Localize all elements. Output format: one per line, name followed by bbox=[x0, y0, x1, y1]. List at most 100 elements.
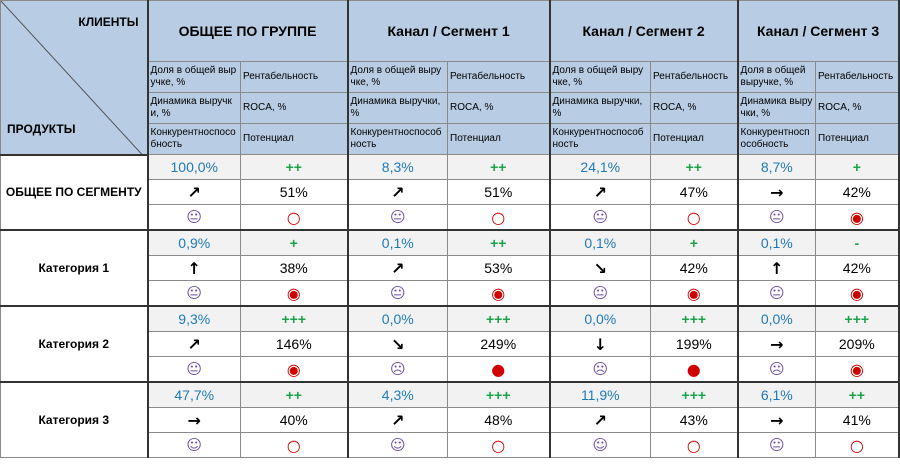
value-cell: ○ bbox=[239, 204, 349, 231]
value-cell: ● bbox=[447, 356, 551, 383]
value-cell: 47% bbox=[650, 179, 739, 205]
value-cell: ◉ bbox=[650, 280, 739, 307]
value-cell: ◉ bbox=[447, 280, 551, 307]
value-cell: +++ bbox=[239, 305, 349, 332]
subheader-cell: Потенциал bbox=[650, 123, 739, 155]
body-row: Категория 2 9,3% +++ 0,0% +++ 0,0% +++ 0,0% +++ bbox=[0, 305, 900, 383]
value-cell: ☹ bbox=[737, 356, 817, 383]
value-cell: 8,3% bbox=[347, 154, 449, 180]
value-cell: → bbox=[737, 331, 817, 357]
subheader-cell: Потенциал bbox=[239, 123, 349, 155]
value-cell: ↘ bbox=[549, 255, 652, 281]
body-row: Категория 3 47,7% ++ 4,3% +++ 11,9% +++ 6,1% ++ bbox=[0, 381, 900, 458]
column-header: Канал / Сегмент 3 bbox=[737, 0, 900, 62]
value-cell: ↗ bbox=[347, 407, 449, 433]
subheader-cell: ROCA, % bbox=[650, 92, 739, 124]
subheader-cell: Доля в общей выручке, % bbox=[347, 61, 449, 93]
body-row: ОБЩЕЕ ПО СЕГМЕНТУ 100,0% ++ 8,3% ++ 24,1% ++ 8,… bbox=[0, 154, 900, 231]
value-cell: ↗ bbox=[147, 179, 241, 205]
value-cell: ++ bbox=[815, 381, 900, 408]
subheader-cell: Динамика выручки, % bbox=[147, 92, 241, 124]
value-cell: 😐 bbox=[147, 356, 241, 383]
value-cell: 0,1% bbox=[549, 229, 652, 256]
value-cell: → bbox=[737, 179, 817, 205]
subheader-cell: ROCA, % bbox=[447, 92, 551, 124]
value-cell: ☹ bbox=[549, 356, 652, 383]
value-cell: 53% bbox=[447, 255, 551, 281]
subheader-cell: Конкурентноспособность bbox=[147, 123, 241, 155]
subheader-cell: Потенциал bbox=[447, 123, 551, 155]
value-cell: ○ bbox=[815, 432, 900, 458]
group-label: Категория 1 bbox=[0, 229, 149, 307]
value-cell: +++ bbox=[650, 305, 739, 332]
value-cell: 199% bbox=[650, 331, 739, 357]
value-cell: 😐 bbox=[737, 204, 817, 231]
value-cell: ○ bbox=[650, 204, 739, 231]
value-cell: ● bbox=[650, 356, 739, 383]
value-cell: ☺ bbox=[549, 432, 652, 458]
value-cell: ◉ bbox=[239, 356, 349, 383]
subheader-cell: Доля в общей выручке, % bbox=[549, 61, 652, 93]
value-cell: 😐 bbox=[737, 432, 817, 458]
value-cell: ◉ bbox=[239, 280, 349, 307]
subheader-cell: Рентабельность bbox=[447, 61, 551, 93]
value-cell: ++ bbox=[239, 381, 349, 408]
subheader-cell: ROCA, % bbox=[239, 92, 349, 124]
body-row: ↑ 38% ↗ 53% ↘ 42% ↑ 42% bbox=[1, 255, 900, 281]
value-cell: ◉ bbox=[815, 356, 900, 383]
value-cell: + bbox=[650, 229, 739, 256]
value-cell: ++ bbox=[239, 154, 349, 180]
value-cell: - bbox=[815, 229, 900, 256]
value-cell: 24,1% bbox=[549, 154, 652, 180]
value-cell: 11,9% bbox=[549, 381, 652, 408]
value-cell: + bbox=[239, 229, 349, 256]
corner-cell: КЛИЕНТЫ ПРОДУКТЫ bbox=[0, 0, 149, 156]
column-header: Канал / Сегмент 2 bbox=[549, 0, 739, 62]
value-cell: ↗ bbox=[347, 179, 449, 205]
value-cell: ☺ bbox=[347, 432, 449, 458]
value-cell: 38% bbox=[239, 255, 349, 281]
value-cell: ○ bbox=[447, 204, 551, 231]
clients-label: КЛИЕНТЫ bbox=[78, 15, 139, 29]
value-cell: 51% bbox=[239, 179, 349, 205]
value-cell: +++ bbox=[815, 305, 900, 332]
value-cell: 146% bbox=[239, 331, 349, 357]
value-cell: ◉ bbox=[815, 204, 900, 231]
subheader-cell: ROCA, % bbox=[815, 92, 900, 124]
value-cell: ○ bbox=[650, 432, 739, 458]
value-cell: ↗ bbox=[549, 179, 652, 205]
subheader-cell: Потенциал bbox=[815, 123, 900, 155]
subheader-cell: Конкурентноспособность bbox=[347, 123, 449, 155]
value-cell: 42% bbox=[650, 255, 739, 281]
value-cell: 40% bbox=[239, 407, 349, 433]
value-cell: 249% bbox=[447, 331, 551, 357]
subheader-cell: Динамика выручки, % bbox=[549, 92, 652, 124]
value-cell: 42% bbox=[815, 255, 900, 281]
value-cell: 0,9% bbox=[147, 229, 241, 256]
value-cell: ↘ bbox=[347, 331, 449, 357]
products-label: ПРОДУКТЫ bbox=[7, 121, 76, 136]
table-body: КЛИЕНТЫ ПРОДУКТЫ ОБЩЕЕ ПО ГРУППЕ Канал / … bbox=[0, 0, 900, 458]
value-cell: 0,1% bbox=[737, 229, 817, 256]
subheader-cell: Динамика выручки, % bbox=[347, 92, 449, 124]
value-cell: 209% bbox=[815, 331, 900, 357]
body-row: ↗ 146% ↘ 249% ↓ 199% → 209% bbox=[1, 331, 900, 357]
value-cell: ↑ bbox=[147, 255, 241, 281]
column-header: Канал / Сегмент 1 bbox=[347, 0, 551, 62]
subheader-cell: Динамика выручки, % bbox=[737, 92, 817, 124]
value-cell: 0,0% bbox=[347, 305, 449, 332]
value-cell: 😐 bbox=[549, 280, 652, 307]
value-cell: +++ bbox=[447, 305, 551, 332]
value-cell: 4,3% bbox=[347, 381, 449, 408]
value-cell: + bbox=[815, 154, 900, 180]
subheader-cell: Доля в общей выручке, % bbox=[737, 61, 817, 93]
value-cell: ○ bbox=[447, 432, 551, 458]
value-cell: 0,0% bbox=[549, 305, 652, 332]
body-row: Категория 1 0,9% +0,1% ++ 0,1% +0,1% - bbox=[0, 229, 900, 307]
value-cell: 0,1% bbox=[347, 229, 449, 256]
subheader-row: Конкурентноспособность Потенциал Конкурент… bbox=[1, 123, 900, 155]
body-row: 😐 ◉ 😐 ◉ 😐 ◉ 😐 ◉ bbox=[1, 280, 900, 307]
value-cell: ↓ bbox=[549, 331, 652, 357]
subheader-cell: Конкурентноспособность bbox=[549, 123, 652, 155]
